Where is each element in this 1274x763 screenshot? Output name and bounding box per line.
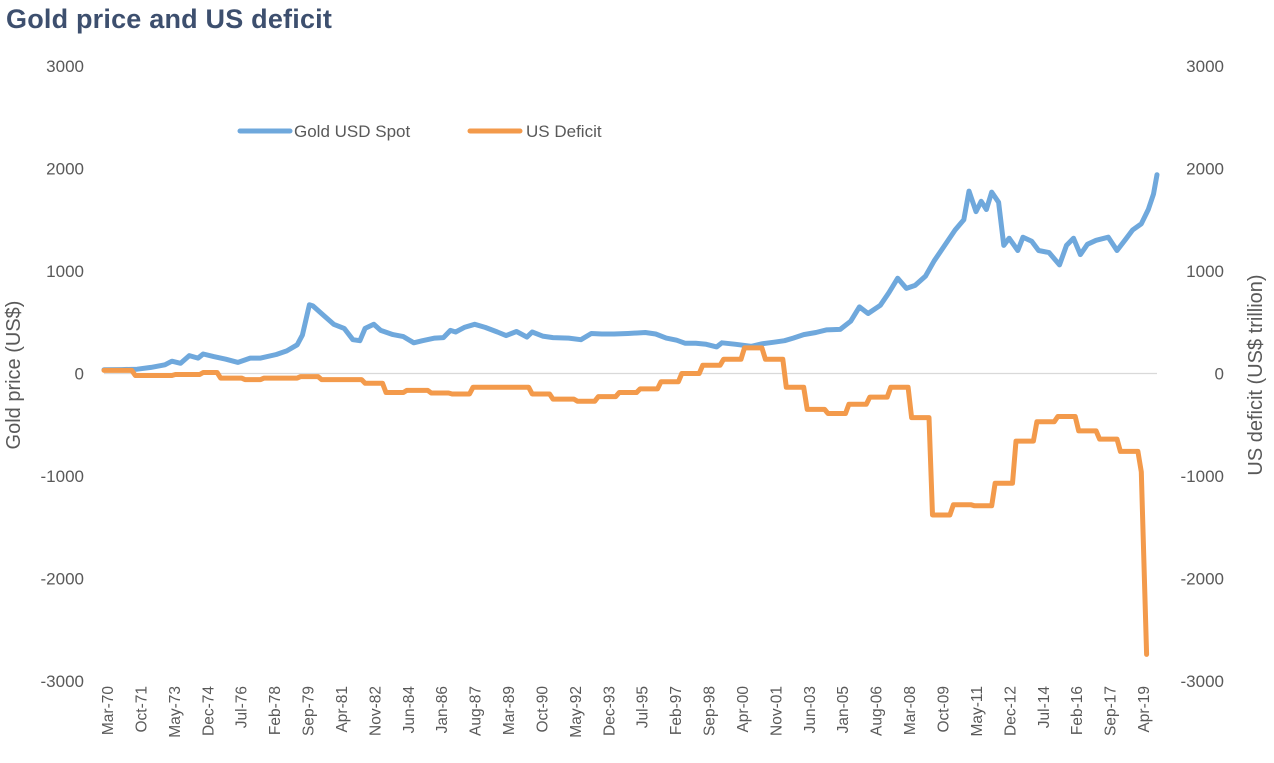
y-tick-label: -3000 bbox=[41, 672, 84, 691]
x-tick-label: Nov-01 bbox=[768, 686, 785, 736]
us-deficit-line bbox=[101, 345, 1150, 657]
chart-title: Gold price and US deficit bbox=[6, 4, 333, 34]
x-tick-label: Apr-00 bbox=[735, 686, 752, 733]
x-tick-label: Oct-09 bbox=[936, 686, 953, 733]
y-axis-title: Gold price (US$) bbox=[3, 301, 25, 450]
axes-group: 3000 2000 1000 0 -1000 -2000 -3000 3000 2000 1000… bbox=[3, 57, 1267, 738]
y2-tick-label: 0 bbox=[1215, 365, 1224, 384]
x-tick-label: Aug-06 bbox=[869, 686, 886, 736]
x-tick-label: Jan-05 bbox=[835, 686, 852, 733]
x-tick-label: Apr-19 bbox=[1136, 686, 1153, 733]
x-tick-label: May-73 bbox=[167, 686, 184, 738]
legend-label: US Deficit bbox=[526, 122, 602, 141]
legend-group: Gold USD Spot US Deficit bbox=[237, 122, 602, 141]
y2-tick-label: 3000 bbox=[1186, 57, 1224, 76]
x-tick-label: Oct-71 bbox=[133, 686, 150, 733]
y-tick-label: -1000 bbox=[41, 467, 84, 486]
y2-tick-label: -3000 bbox=[1181, 672, 1224, 691]
x-tick-label: Mar-08 bbox=[902, 686, 919, 735]
x-tick-label: Aug-87 bbox=[468, 686, 485, 736]
x-tick-label: Feb-78 bbox=[267, 686, 284, 735]
x-tick-label: Dec-74 bbox=[200, 686, 217, 736]
y-tick-label: 1000 bbox=[46, 262, 84, 281]
x-tick-label: Jan-86 bbox=[434, 686, 451, 733]
x-tick-label: Dec-93 bbox=[601, 686, 618, 736]
y2-tick-label: -1000 bbox=[1181, 467, 1224, 486]
y2-axis-title: US deficit (US$ trillion) bbox=[1245, 274, 1267, 475]
x-tick-label: Jul-76 bbox=[234, 686, 251, 728]
x-tick-label: Jul-14 bbox=[1036, 686, 1053, 729]
y2-tick-label: -2000 bbox=[1181, 570, 1224, 589]
x-tick-label: Sep-17 bbox=[1103, 686, 1120, 736]
x-tick-label: Feb-16 bbox=[1069, 686, 1086, 735]
x-tick-label: Mar-70 bbox=[100, 686, 117, 735]
x-tick-label: Mar-89 bbox=[501, 686, 518, 735]
y-tick-label: 3000 bbox=[46, 57, 84, 76]
gold-price-line bbox=[101, 172, 1160, 373]
x-tick-label: Nov-82 bbox=[367, 686, 384, 736]
y-tick-label: 0 bbox=[75, 365, 84, 384]
x-tick-label: May-11 bbox=[969, 686, 986, 737]
x-tick-label: Sep-98 bbox=[702, 686, 719, 736]
y2-tick-label: 2000 bbox=[1186, 160, 1224, 179]
x-tick-label: Feb-97 bbox=[668, 686, 685, 735]
y-tick-label: 2000 bbox=[46, 160, 84, 179]
x-tick-label: May-92 bbox=[568, 686, 585, 738]
x-tick-label: Oct-90 bbox=[534, 686, 551, 733]
x-tick-label: Dec-12 bbox=[1002, 686, 1019, 736]
x-tick-label: Sep-79 bbox=[301, 686, 318, 736]
series-group bbox=[101, 172, 1160, 657]
legend-label: Gold USD Spot bbox=[294, 122, 410, 141]
x-tick-label: Jun-03 bbox=[802, 686, 819, 733]
y-tick-label: -2000 bbox=[41, 570, 84, 589]
y2-tick-label: 1000 bbox=[1186, 262, 1224, 281]
x-tick-label: Apr-81 bbox=[334, 686, 351, 733]
x-tick-label: Jul-95 bbox=[635, 686, 652, 728]
x-tick-label: Jun-84 bbox=[401, 686, 418, 734]
